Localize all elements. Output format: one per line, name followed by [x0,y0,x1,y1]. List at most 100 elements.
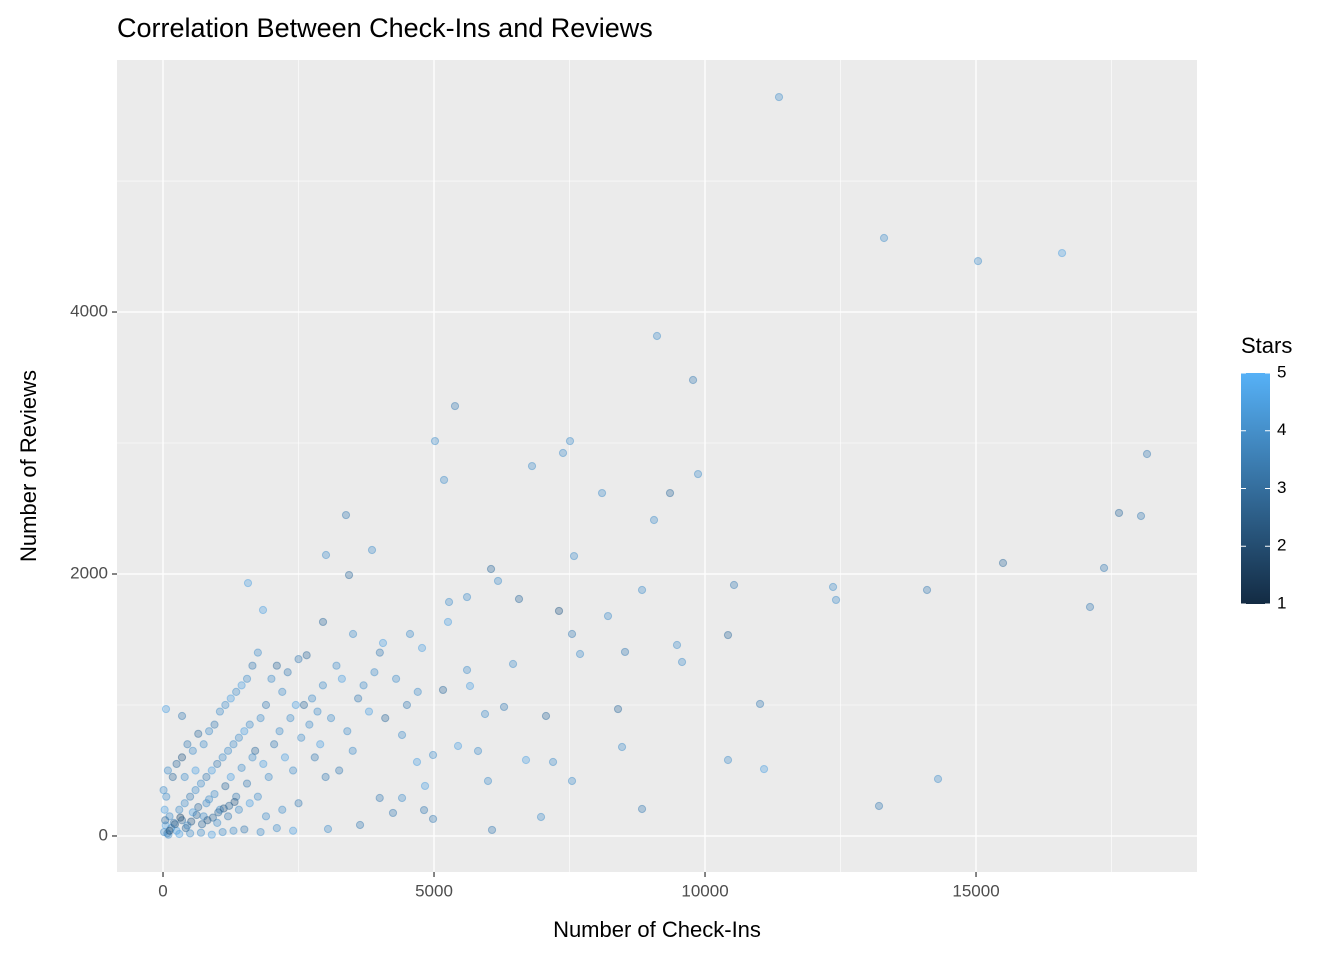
point [160,827,169,837]
point [186,829,195,838]
point [428,750,438,760]
legend-label: 4 [1277,420,1286,439]
point [998,558,1008,568]
point [335,766,344,775]
point [637,585,647,595]
point [283,668,292,677]
point [493,576,503,586]
point [620,647,630,657]
point [1099,563,1109,573]
point [232,792,241,801]
point [603,611,613,621]
legend-label: 1 [1277,593,1286,612]
point [405,629,415,639]
point [617,742,627,752]
point [240,825,249,834]
point [204,795,214,804]
point [170,820,180,829]
point [213,818,222,827]
point [248,661,257,670]
point [225,801,234,810]
point [165,826,174,835]
point [514,594,524,604]
point [291,700,300,710]
point [723,630,733,640]
point [203,816,212,825]
point [218,753,227,762]
point [413,687,422,696]
point [164,830,173,839]
point [567,629,577,639]
legend-title: Stars [1241,333,1292,358]
point [310,753,319,762]
point [272,661,281,670]
y-tick-label: 2000 [70,563,108,582]
y-tick-label: 0 [99,825,108,844]
point [417,643,427,653]
point [180,799,189,808]
point [323,824,333,834]
point [321,550,331,560]
point [364,707,374,716]
x-tick-label: 15000 [952,881,999,900]
point [973,256,983,266]
point [344,570,354,580]
point [541,711,551,721]
point [187,817,196,826]
point [487,825,497,835]
point [223,812,233,821]
y-axis-title: Number of Reviews [16,370,41,562]
point [167,824,176,833]
point [637,804,647,814]
point [191,766,200,775]
point [161,821,170,830]
legend-label: 5 [1277,362,1286,381]
point [397,793,407,803]
point [278,687,287,696]
point [221,700,230,710]
point [183,821,192,830]
point [332,661,341,670]
point [172,826,181,835]
point [197,820,207,829]
point [341,510,351,520]
point [759,764,769,774]
point [226,772,235,782]
point [253,792,262,801]
point [188,746,197,755]
point [305,720,314,729]
point [161,704,171,714]
point [486,564,496,574]
point [186,792,195,801]
point [237,681,246,690]
point [280,753,290,762]
point [326,713,336,723]
chart-title: Correlation Between Check-Ins and Review… [117,13,653,43]
point [259,759,268,769]
point [294,655,303,664]
point [388,808,398,818]
point [176,813,185,822]
point [483,776,493,786]
point [343,727,352,736]
point [204,727,214,736]
point [370,668,379,677]
point [207,766,216,775]
point [215,805,225,814]
point [196,779,206,788]
point [318,617,328,627]
legend-label: 2 [1277,536,1286,555]
point [245,799,254,808]
point [444,597,454,607]
point [402,700,412,710]
point [375,793,384,803]
point [307,694,317,703]
point [1136,511,1146,521]
point [294,799,303,808]
point [521,755,531,765]
point [177,711,187,721]
point [554,606,564,616]
point [672,640,682,650]
point [159,786,168,795]
